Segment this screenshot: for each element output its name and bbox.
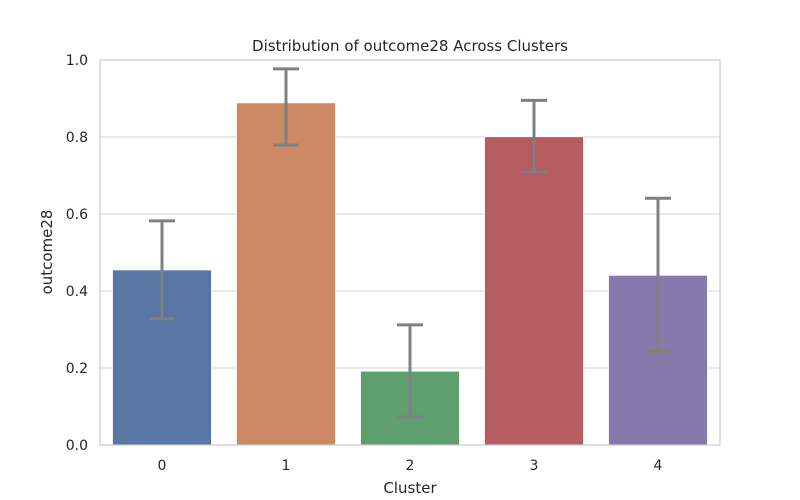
y-tick-labels: 0.0 0.2 0.4 0.6 0.8 1.0 [66,53,88,454]
x-tick-label: 1 [282,458,291,474]
y-tick-label: 1.0 [66,53,88,69]
x-tick-labels: 0 1 2 3 4 [158,458,663,474]
y-tick-label: 0.2 [66,361,88,377]
bar-cluster-3 [483,136,585,446]
x-axis-label: Cluster [383,479,437,497]
x-tick-label: 2 [406,458,415,474]
y-tick-label: 0.6 [66,207,88,223]
x-tick-label: 4 [654,458,663,474]
x-tick-label: 0 [158,458,167,474]
x-tick-label: 3 [530,458,539,474]
y-axis-label: outcome28 [38,210,56,295]
y-tick-label: 0.0 [66,438,88,454]
plot-frame [99,59,721,446]
y-tick-label: 0.4 [66,284,88,300]
y-tick-label: 0.8 [66,130,88,146]
error-bars [149,67,671,419]
chart-title: Distribution of outcome28 Across Cluster… [252,37,568,55]
bar-cluster-1 [235,102,337,446]
